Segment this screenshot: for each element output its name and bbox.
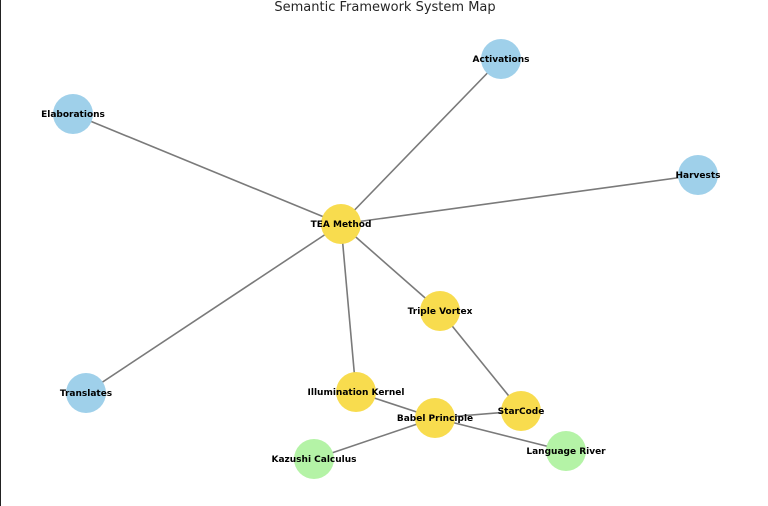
node-label-babel: Babel Principle xyxy=(397,414,473,424)
edge-tea-illumination xyxy=(340,223,357,393)
node-label-translates: Translates xyxy=(60,389,112,399)
node-illumination xyxy=(336,372,376,412)
node-label-tea: TEA Method xyxy=(311,220,372,230)
edge-tea-translates xyxy=(85,223,342,394)
node-language xyxy=(546,431,586,471)
node-label-illumination: Illumination Kernel xyxy=(308,388,405,398)
node-starcode xyxy=(501,391,541,431)
node-triple xyxy=(420,291,460,331)
edge-triple-starcode xyxy=(439,310,522,412)
edge-tea-triple xyxy=(340,223,441,312)
left-border xyxy=(0,0,1,506)
diagram-title: Semantic Framework System Map xyxy=(274,0,496,15)
node-label-starcode: StarCode xyxy=(498,407,545,417)
node-babel xyxy=(415,398,455,438)
node-label-triple: Triple Vortex xyxy=(408,307,473,317)
node-kazushi xyxy=(294,439,334,479)
edge-babel-language xyxy=(434,417,567,452)
node-label-activations: Activations xyxy=(473,55,530,65)
node-label-language: Language River xyxy=(526,447,606,457)
node-tea xyxy=(321,204,361,244)
node-label-elaborations: Elaborations xyxy=(41,110,105,120)
nodes-layer: TEA Method Activations Elaborations Harvest… xyxy=(41,39,721,479)
edge-tea-activations xyxy=(340,58,502,225)
node-translates xyxy=(66,373,106,413)
edge-tea-harvests xyxy=(340,174,699,225)
node-harvests xyxy=(678,155,718,195)
edges-layer xyxy=(72,58,699,460)
node-elaborations xyxy=(53,94,93,134)
node-label-kazushi: Kazushi Calculus xyxy=(271,455,356,465)
node-label-harvests: Harvests xyxy=(675,171,720,181)
edge-tea-elaborations xyxy=(72,113,342,225)
edge-babel-kazushi xyxy=(313,417,436,460)
node-activations xyxy=(481,39,521,79)
